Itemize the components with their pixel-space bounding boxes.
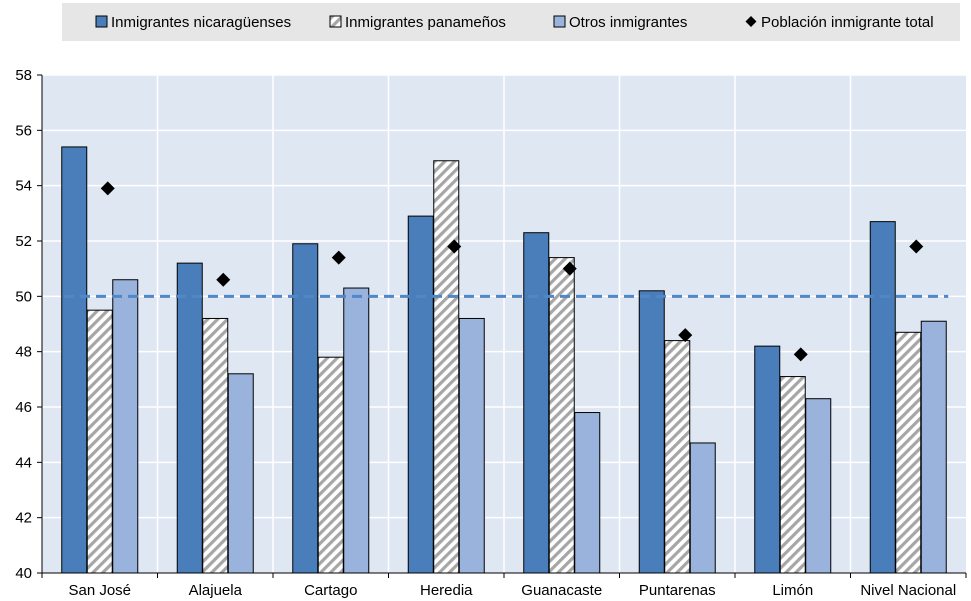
marker-poblacion-inmigrante-total-puntarenas <box>678 328 693 343</box>
bar-inmigrantes-nicaraguenses-heredia <box>407 215 434 574</box>
bar-inmigrantes-nicaraguenses-nivel-nacional <box>869 221 896 574</box>
bar-inmigrantes-panamenos-san-jose <box>86 309 113 574</box>
bar-inmigrantes-nicaraguenses-alajuela <box>176 262 203 574</box>
bar-otros-inmigrantes-alajuela <box>227 373 254 574</box>
bar-inmigrantes-nicaraguenses-puntarenas <box>638 290 665 574</box>
y-tick-label: 42 <box>15 510 32 527</box>
bar-inmigrantes-nicaraguenses-cartago <box>292 243 319 574</box>
x-tick-label-alajuela: Alajuela <box>189 582 243 599</box>
legend-label-poblacion-inmigrante-total: Población inmigrante total <box>761 14 934 31</box>
x-tick-label-cartago: Cartago <box>304 582 357 599</box>
bar-inmigrantes-panamenos-nivel-nacional <box>895 331 922 574</box>
bar-inmigrantes-nicaraguenses-limon <box>754 345 781 574</box>
bar-otros-inmigrantes-puntarenas <box>689 442 716 574</box>
marker-poblacion-inmigrante-total-heredia <box>447 239 462 254</box>
legend-label-otros-inmigrantes: Otros inmigrantes <box>569 14 687 31</box>
bar-otros-inmigrantes-cartago <box>343 287 370 574</box>
y-axis-labels: 40 42 44 46 48 50 52 54 56 58 <box>15 67 32 582</box>
bar-inmigrantes-panamenos-puntarenas <box>664 340 691 574</box>
legend-swatch-otros-inmigrantes <box>553 15 566 28</box>
bar-otros-inmigrantes-guanacaste <box>574 412 601 574</box>
marker-poblacion-inmigrante-total-cartago <box>331 250 346 265</box>
marker-poblacion-inmigrante-total-san-jose <box>100 181 115 196</box>
y-tick-label: 46 <box>15 399 32 416</box>
axes <box>37 74 967 578</box>
legend-swatch-inmigrantes-panamenos <box>329 15 342 28</box>
y-tick-label: 54 <box>15 178 32 195</box>
y-tick-label: 56 <box>15 122 32 139</box>
bar-inmigrantes-nicaraguenses-san-jose <box>61 146 88 574</box>
bar-inmigrantes-panamenos-alajuela <box>202 317 229 574</box>
y-tick-label: 52 <box>15 233 32 250</box>
legend-label-inmigrantes-panamenos: Inmigrantes panameños <box>345 14 506 31</box>
marker-poblacion-inmigrante-total-nivel-nacional <box>909 239 924 254</box>
y-tick-label: 58 <box>15 67 32 84</box>
marker-poblacion-inmigrante-total-alajuela <box>216 272 231 287</box>
legend-swatch-poblacion-inmigrante-total <box>745 16 757 27</box>
legend: Inmigrantes nicaragüenses Inmigrantes pan… <box>95 14 934 31</box>
legend-background <box>62 3 960 41</box>
y-tick-label: 40 <box>15 565 32 582</box>
marker-poblacion-inmigrante-total-limon <box>793 347 808 362</box>
x-tick-label-nivel-nacional: Nivel Nacional <box>860 582 956 599</box>
x-tick-label-guanacaste: Guanacaste <box>521 582 602 599</box>
x-tick-label-puntarenas: Puntarenas <box>639 582 716 599</box>
y-tick-label: 48 <box>15 344 32 361</box>
y-tick-label: 44 <box>15 454 32 471</box>
y-tick-label: 50 <box>15 288 32 305</box>
marker-poblacion-inmigrante-total-guanacaste <box>562 261 577 276</box>
x-axis-labels: San José Alajuela Cartago Heredia Guanacaste… <box>68 582 956 599</box>
bar-inmigrantes-nicaraguenses-guanacaste <box>523 232 550 574</box>
legend-label-inmigrantes-nicaraguenses: Inmigrantes nicaragüenses <box>111 14 291 31</box>
bar-otros-inmigrantes-nivel-nacional <box>920 320 947 574</box>
bar-inmigrantes-panamenos-cartago <box>317 356 344 574</box>
bar-inmigrantes-panamenos-guanacaste <box>548 257 575 574</box>
x-tick-label-san-jose: San José <box>68 582 131 599</box>
bars <box>61 146 947 574</box>
bar-otros-inmigrantes-limon <box>805 398 832 574</box>
bar-otros-inmigrantes-heredia <box>458 317 485 574</box>
bar-inmigrantes-panamenos-heredia <box>433 160 460 574</box>
x-tick-label-limon: Limón <box>772 582 813 599</box>
x-tick-label-heredia: Heredia <box>420 582 473 599</box>
bar-inmigrantes-panamenos-limon <box>779 376 806 574</box>
markers <box>100 181 924 362</box>
legend-swatch-inmigrantes-nicaraguenses <box>95 15 108 28</box>
bar-otros-inmigrantes-san-jose <box>112 279 139 574</box>
